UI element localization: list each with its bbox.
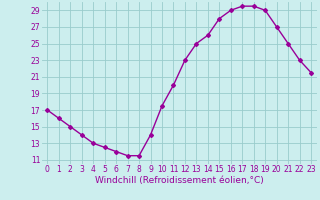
X-axis label: Windchill (Refroidissement éolien,°C): Windchill (Refroidissement éolien,°C) bbox=[95, 176, 264, 185]
